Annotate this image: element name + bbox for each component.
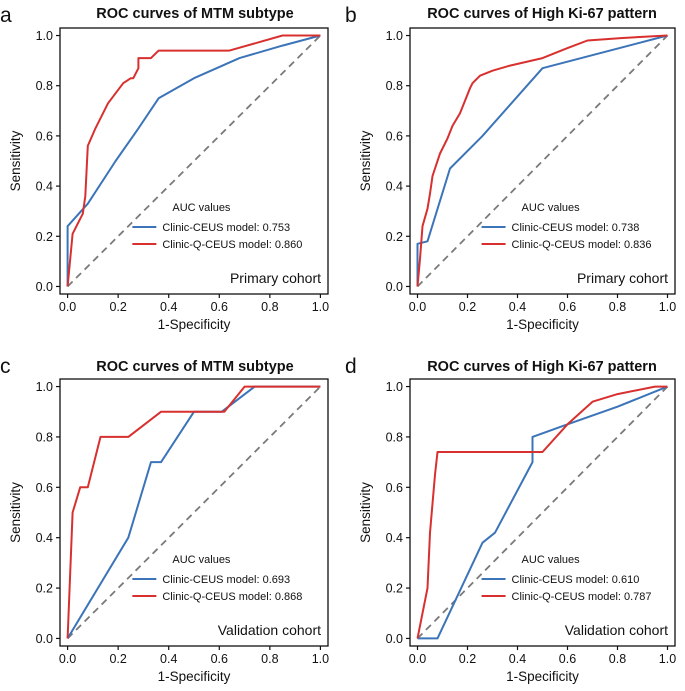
y-tick-label: 0.6 <box>36 481 53 495</box>
x-tick-label: 0.4 <box>509 652 526 666</box>
cohort-label: Validation cohort <box>218 622 321 638</box>
plot-frame <box>59 27 329 295</box>
y-tick-label: 0.8 <box>36 430 53 444</box>
roc-panel-a: a ROC curves of MTM subtype 0.0 0.2 0.4 0.6 0.… <box>0 4 329 332</box>
roc-series-line-2 <box>66 34 321 287</box>
y-tick-label: 0.6 <box>36 129 53 143</box>
y-tick-label: 0.0 <box>36 280 53 294</box>
chart-title: ROC curves of MTM subtype <box>96 6 293 22</box>
x-tick-label: 0.4 <box>160 652 177 666</box>
plot-frame <box>409 378 676 647</box>
y-tick-label: 0.6 <box>386 129 403 143</box>
x-tick-label: 0.8 <box>609 652 626 666</box>
y-tick-label: 0.2 <box>386 230 403 244</box>
x-tick-label: 0.6 <box>559 652 576 666</box>
y-tick-label: 0.0 <box>386 632 403 646</box>
y-tick-label: 0.2 <box>36 230 53 244</box>
y-tick-label: 0.0 <box>36 632 53 646</box>
x-tick-label: 0.2 <box>109 300 126 314</box>
x-tick-label: 0.2 <box>109 652 126 666</box>
x-tick-label: 0.6 <box>211 300 228 314</box>
legend-label: Clinic-CEUS model: 0.693 <box>162 574 290 586</box>
y-tick-label: 0.2 <box>386 582 403 596</box>
y-tick-label: 1.0 <box>386 380 403 394</box>
y-tick-label: 0.6 <box>386 481 403 495</box>
legend-title: AUC values <box>522 554 581 566</box>
cohort-label: Primary cohort <box>230 270 321 286</box>
legend-label: Clinic-Q-CEUS model: 0.836 <box>512 239 652 251</box>
cohort-label: Validation cohort <box>565 622 668 638</box>
legend-label: Clinic-Q-CEUS model: 0.868 <box>162 591 302 603</box>
y-tick-label: 0.2 <box>36 582 53 596</box>
y-tick-label: 0.4 <box>36 180 53 194</box>
legend-label: Clinic-CEUS model: 0.738 <box>512 222 640 234</box>
x-tick-label: 0.6 <box>559 300 576 314</box>
y-tick-label: 0.4 <box>36 531 53 545</box>
x-tick-label: 0.6 <box>211 652 228 666</box>
y-tick-label: 0.8 <box>386 79 403 93</box>
roc-series-line-2 <box>416 385 668 639</box>
roc-panel-d: d ROC curves of High Ki-67 pattern 0.0 0.2 0… <box>345 355 676 684</box>
panel-letter: b <box>345 4 357 27</box>
legend-label: Clinic-Q-CEUS model: 0.787 <box>512 591 652 603</box>
x-tick-label: 0.0 <box>59 300 76 314</box>
plot-frame <box>59 378 329 647</box>
roc-series-line-1 <box>66 34 321 287</box>
x-tick-label: 0.2 <box>459 300 476 314</box>
y-axis-label: Sensitivity <box>8 482 23 543</box>
y-tick-label: 0.8 <box>386 430 403 444</box>
x-tick-label: 0.4 <box>160 300 177 314</box>
chart-title: ROC curves of High Ki-67 pattern <box>427 359 657 375</box>
x-tick-label: 1.0 <box>312 652 329 666</box>
roc-series-line-2 <box>416 34 668 287</box>
x-axis-label: 1-Specificity <box>506 317 579 332</box>
x-axis-label: 1-Specificity <box>506 669 579 684</box>
roc-series-line-1 <box>417 385 668 640</box>
y-tick-label: 1.0 <box>36 29 53 43</box>
x-tick-label: 0.8 <box>261 300 278 314</box>
x-tick-label: 0.0 <box>59 652 76 666</box>
x-tick-label: 0.4 <box>509 300 526 314</box>
legend-label: Clinic-Q-CEUS model: 0.860 <box>162 239 302 251</box>
y-tick-label: 0.4 <box>386 180 403 194</box>
y-axis-label: Sensitivity <box>358 482 373 543</box>
panel-letter: d <box>345 355 357 378</box>
roc-panel-b: b ROC curves of High Ki-67 pattern 0.0 0.2 0… <box>345 4 676 332</box>
cohort-label: Primary cohort <box>577 270 668 286</box>
y-axis-label: Sensitivity <box>358 130 373 191</box>
chart-title: ROC curves of High Ki-67 pattern <box>427 6 657 22</box>
x-axis-label: 1-Specificity <box>158 317 231 332</box>
roc-series-line-1 <box>416 34 668 287</box>
plot-frame <box>409 27 676 295</box>
y-axis-label: Sensitivity <box>8 130 23 191</box>
x-tick-label: 0.0 <box>409 652 426 666</box>
x-tick-label: 0.8 <box>261 652 278 666</box>
x-tick-label: 1.0 <box>312 300 329 314</box>
y-tick-label: 0.8 <box>36 79 53 93</box>
legend-title: AUC values <box>172 554 231 566</box>
legend-title: AUC values <box>172 202 231 214</box>
chart-title: ROC curves of MTM subtype <box>96 359 293 375</box>
panel-letter: a <box>0 4 12 27</box>
x-tick-label: 1.0 <box>659 652 676 666</box>
legend-title: AUC values <box>522 202 581 214</box>
x-axis-label: 1-Specificity <box>158 669 231 684</box>
x-tick-label: 0.8 <box>609 300 626 314</box>
roc-panel-c: c ROC curves of MTM subtype 0.0 0.2 0.4 0.6 0.… <box>0 355 329 684</box>
roc-series-line-1 <box>66 385 321 639</box>
y-tick-label: 0.4 <box>386 531 403 545</box>
x-tick-label: 0.0 <box>409 300 426 314</box>
y-tick-label: 1.0 <box>386 29 403 43</box>
roc-series-line-2 <box>66 385 321 639</box>
legend-label: Clinic-CEUS model: 0.610 <box>512 574 640 586</box>
y-tick-label: 1.0 <box>36 380 53 394</box>
legend-label: Clinic-CEUS model: 0.753 <box>162 222 290 234</box>
panel-letter: c <box>0 355 11 378</box>
y-tick-label: 0.0 <box>386 280 403 294</box>
x-tick-label: 1.0 <box>659 300 676 314</box>
x-tick-label: 0.2 <box>459 652 476 666</box>
